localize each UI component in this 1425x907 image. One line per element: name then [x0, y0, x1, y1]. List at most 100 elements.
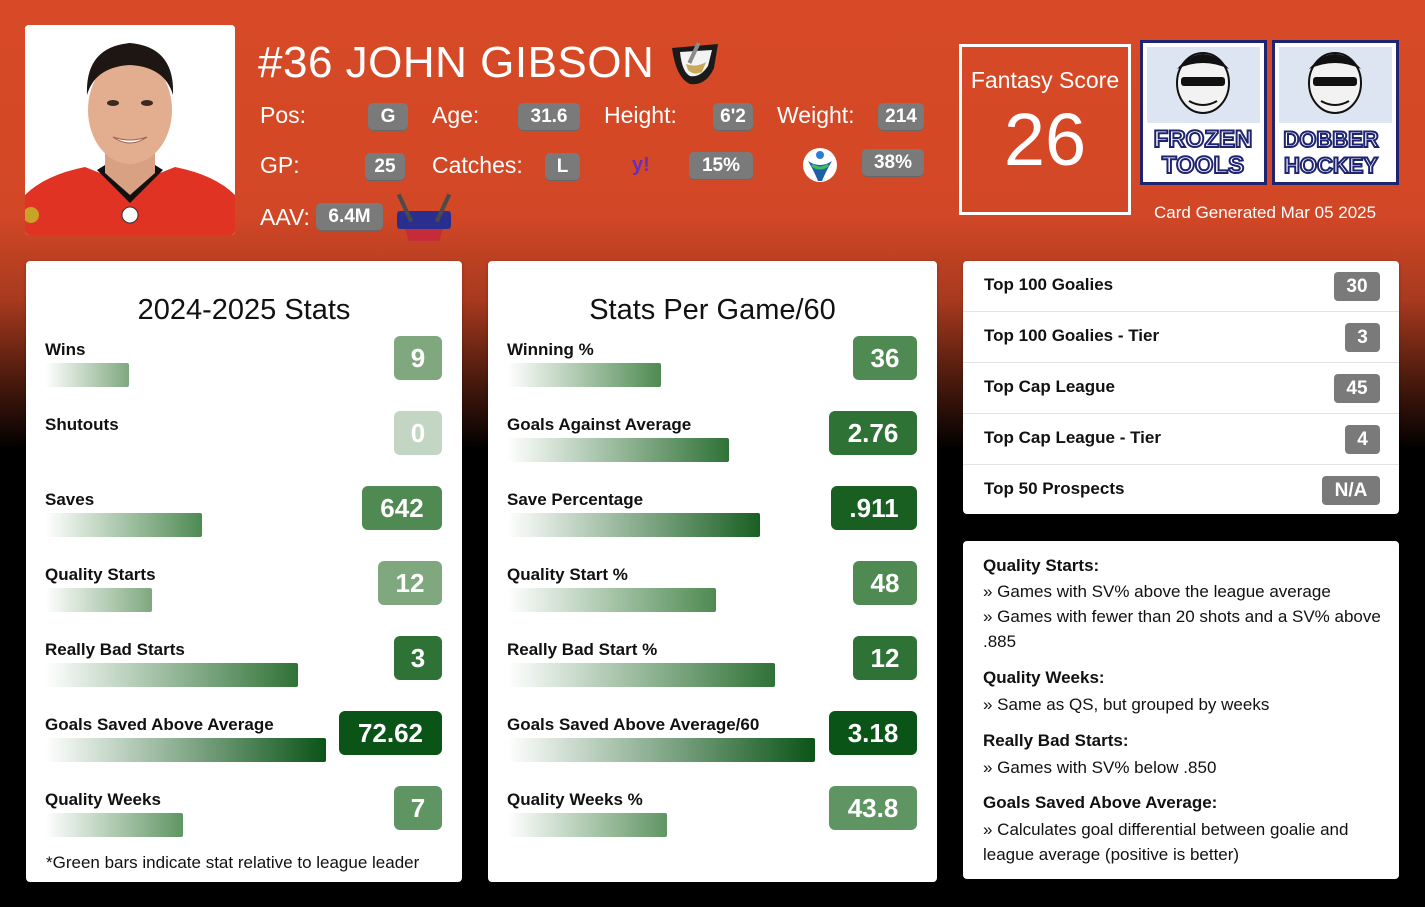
ranking-row: Top 100 Goalies 30	[963, 261, 1399, 312]
per-game-stat-value: 3.18	[829, 711, 917, 755]
weight-value: 214	[878, 103, 924, 131]
fantasy-score-value: 26	[1003, 98, 1087, 181]
season-stat-label: Goals Saved Above Average	[45, 715, 274, 734]
per-game-stat-value: 2.76	[829, 411, 917, 455]
svg-text:y!: y!	[632, 154, 650, 176]
definition-title: Goals Saved Above Average:	[983, 793, 1218, 812]
ranking-value: N/A	[1322, 476, 1380, 505]
fantrax-pct: 38%	[862, 149, 924, 177]
definitions-panel: Quality Starts: » Games with SV% above th…	[963, 541, 1399, 879]
season-stat-label: Shutouts	[45, 415, 119, 434]
season-stat-value: 642	[362, 486, 442, 530]
ranking-label: Top Cap League - Tier	[984, 428, 1161, 447]
per-game-stat-label: Quality Weeks %	[507, 790, 643, 809]
per-game-stats-panel: Stats Per Game/60 Winning % 36 Goals Again…	[488, 261, 937, 882]
bar-footnote: *Green bars indicate stat relative to le…	[46, 853, 420, 872]
season-stats-panel: 2024-2025 Stats Wins 9 Shutouts 0 Saves 642 Qu…	[26, 261, 462, 882]
ranking-value: 30	[1334, 272, 1380, 301]
season-stat-bar	[45, 363, 129, 387]
aav-value: 6.4M	[316, 203, 383, 231]
rankings-panel: Top 100 Goalies 30 Top 100 Goalies - Tier 3…	[963, 261, 1399, 514]
ranking-row: Top Cap League 45	[963, 363, 1399, 414]
ranking-value: 4	[1345, 425, 1380, 454]
per-game-stat-bar	[507, 588, 716, 612]
per-game-stats-title: Stats Per Game/60	[589, 294, 836, 326]
season-stat-bar	[45, 663, 298, 687]
definition-text: » Games with SV% above the league averag…	[983, 582, 1331, 601]
player-name: #36 JOHN GIBSON	[258, 38, 655, 87]
catches-label: Catches:	[432, 152, 523, 178]
svg-text:HOCKEY: HOCKEY	[1284, 153, 1378, 178]
aav-label: AAV:	[260, 204, 310, 230]
age-value: 31.6	[518, 103, 580, 131]
definition-title: Quality Weeks:	[983, 668, 1105, 687]
svg-text:DOBBER: DOBBER	[1283, 127, 1378, 152]
gp-label: GP:	[260, 152, 300, 178]
per-game-stat-value: 12	[853, 636, 917, 680]
ranking-value: 3	[1345, 323, 1380, 352]
season-stat-label: Wins	[45, 340, 86, 359]
fantasy-score-label: Fantasy Score	[970, 67, 1120, 93]
season-stat-label: Quality Starts	[45, 565, 156, 584]
season-stat-value: 7	[394, 786, 442, 830]
yahoo-pct: 15%	[689, 152, 753, 180]
pos-label: Pos:	[260, 102, 307, 128]
per-game-stat-bar	[507, 738, 815, 762]
svg-text:FROZEN: FROZEN	[1154, 126, 1253, 153]
svg-text:TOOLS: TOOLS	[1162, 152, 1244, 179]
season-stat-label: Really Bad Starts	[45, 640, 185, 659]
per-game-stat-bar	[507, 513, 760, 537]
per-game-stat-label: Goals Against Average	[507, 415, 692, 434]
per-game-stat-label: Really Bad Start %	[507, 640, 658, 659]
ranking-label: Top 100 Goalies	[984, 275, 1114, 294]
per-game-stat-bar	[507, 663, 775, 687]
weight-label: Weight:	[777, 102, 855, 128]
season-stat-bar	[45, 813, 183, 837]
player-photo	[25, 25, 235, 235]
season-stat-bar	[45, 738, 326, 762]
season-stat-value: 0	[394, 411, 442, 455]
ranking-row: Top 100 Goalies - Tier 3	[963, 312, 1399, 363]
per-game-stat-bar	[507, 363, 661, 387]
per-game-stat-value: 43.8	[829, 786, 917, 830]
season-stat-value: 9	[394, 336, 442, 380]
fantasy-score-box: Fantasy Score 26	[959, 44, 1131, 215]
per-game-stat-bar	[507, 438, 729, 462]
season-stat-value: 72.62	[339, 711, 442, 755]
definition-text: » Same as QS, but grouped by weeks	[983, 695, 1270, 714]
definition-text: » Games with fewer than 20 shots and a S…	[983, 607, 1381, 651]
season-stat-label: Saves	[45, 490, 95, 509]
gp-value: 25	[365, 153, 405, 181]
ranking-value: 45	[1334, 374, 1380, 403]
frozen-tools-logo: FROZEN TOOLS	[1140, 40, 1267, 185]
ranking-label: Top 100 Goalies - Tier	[984, 326, 1160, 345]
yahoo-icon: y!	[630, 152, 654, 176]
ranking-row: Top Cap League - Tier 4	[963, 414, 1399, 465]
ranking-label: Top 50 Prospects	[984, 479, 1125, 498]
catches-value: L	[545, 153, 580, 181]
definition-title: Really Bad Starts:	[983, 731, 1129, 750]
definition-title: Quality Starts:	[983, 556, 1100, 575]
ducks-logo-icon	[666, 38, 724, 90]
season-stats-title: 2024-2025 Stats	[137, 294, 351, 326]
per-game-stat-label: Save Percentage	[507, 490, 644, 509]
age-label: Age:	[432, 102, 480, 128]
season-stat-value: 12	[378, 561, 442, 605]
pos-value: G	[368, 103, 408, 131]
definition-text: » Calculates goal differential between g…	[983, 820, 1349, 864]
ranking-row: Top 50 Prospects N/A	[963, 465, 1399, 516]
per-game-stat-bar	[507, 813, 667, 837]
card-generated-date: Card Generated Mar 05 2025	[1154, 203, 1377, 222]
height-label: Height:	[604, 102, 677, 128]
per-game-stat-value: 48	[853, 561, 917, 605]
season-stat-bar	[45, 588, 152, 612]
dobber-hockey-logo: DOBBER HOCKEY	[1272, 40, 1399, 185]
fantrax-icon	[802, 147, 838, 183]
per-game-stat-label: Winning %	[507, 340, 594, 359]
season-stat-bar	[45, 513, 202, 537]
per-game-stat-value: .911	[831, 486, 917, 530]
ranking-label: Top Cap League	[984, 377, 1115, 396]
definition-text: » Games with SV% below .850	[983, 758, 1217, 777]
height-value: 6'2	[713, 103, 753, 131]
per-game-stat-label: Goals Saved Above Average/60	[507, 715, 760, 734]
